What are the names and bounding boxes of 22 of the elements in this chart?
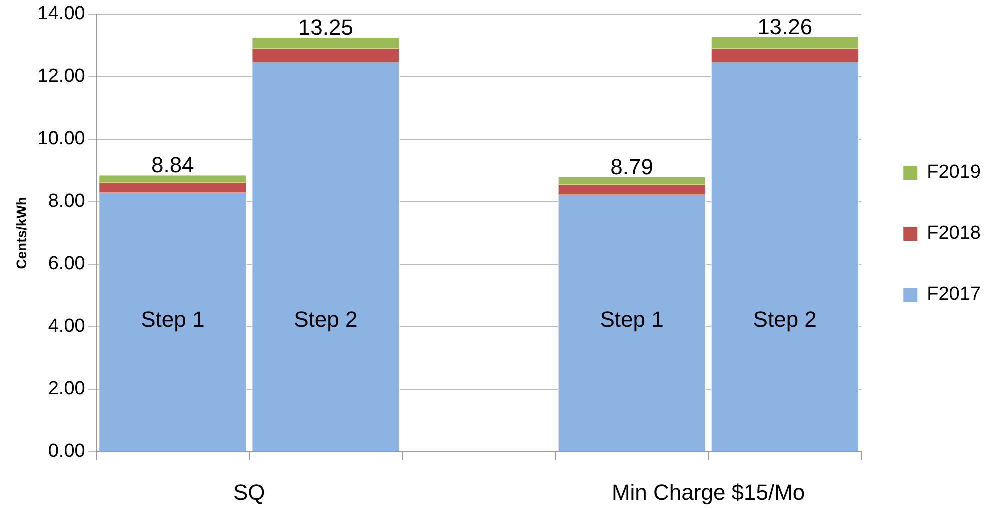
text: SQ	[234, 480, 266, 505]
x-tick-label: Step 2	[753, 306, 817, 332]
y-tick-label: 14.00	[38, 4, 86, 25]
y-tick-label: 12.00	[38, 66, 86, 88]
y-tick-label: 6.00	[48, 254, 86, 275]
total-label: 8.84	[151, 152, 194, 178]
y-axis-title: Cents/kWh	[13, 197, 30, 270]
legend-label: F2017	[927, 284, 981, 306]
y-tick-label: 8.00	[48, 191, 86, 212]
x-tick-label: Step 2	[294, 306, 358, 332]
total-label: 13.25	[298, 14, 354, 40]
legend-label: F2018	[927, 223, 981, 244]
y-tick-label: 2.00	[48, 378, 86, 400]
x-tick-label: Step 1	[141, 306, 205, 332]
y-tick-label: 4.00	[48, 316, 86, 338]
y-tick-label: 0.00	[48, 441, 86, 462]
text: Min Charge $15/Mo	[612, 480, 806, 505]
total-label: 13.26	[758, 14, 813, 40]
y-tick-label: 10.00	[38, 128, 86, 150]
legend-label: F2019	[927, 162, 981, 184]
x-tick-label: Step 1	[600, 306, 664, 332]
total-label: 8.79	[610, 154, 654, 180]
